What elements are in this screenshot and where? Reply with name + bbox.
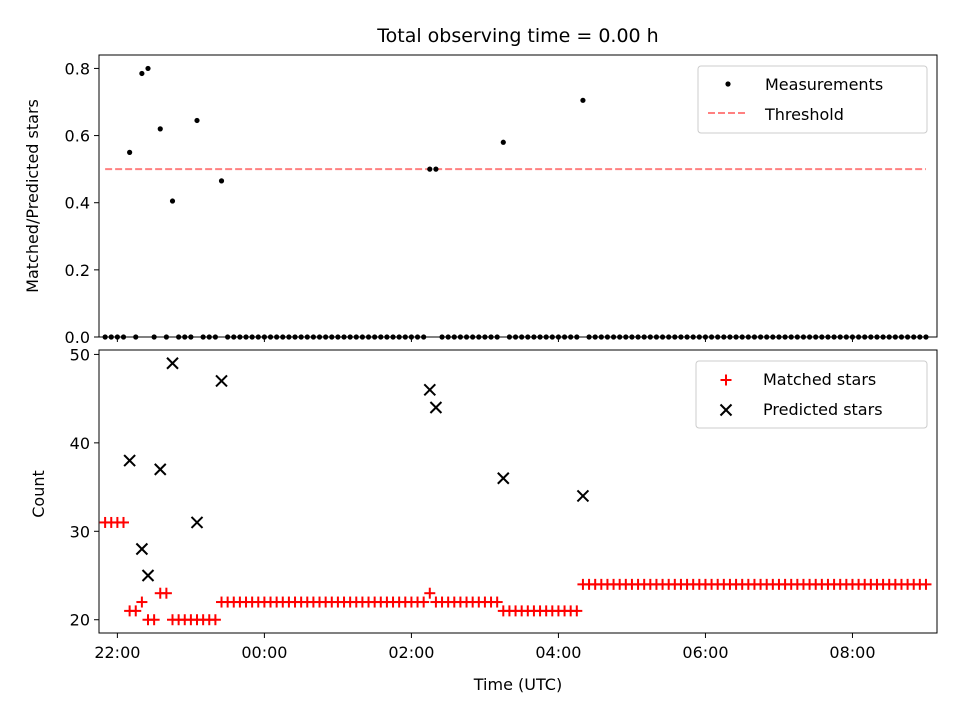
legend-swatch-matched: [720, 374, 732, 386]
y-tick-label: 50: [70, 345, 90, 364]
x-tick-label: 06:00: [682, 643, 728, 662]
marker-stroke: [423, 383, 436, 397]
matched-star-point: [209, 614, 221, 626]
measurement-point: [433, 166, 439, 172]
predicted-star-point: [497, 472, 510, 485]
y-tick-label: 20: [70, 611, 90, 630]
y-tick-label: 0.8: [65, 59, 90, 78]
marker-stroke: [154, 463, 167, 476]
matched-star-point: [136, 596, 148, 608]
matched-star-point: [148, 614, 160, 626]
measurement-point: [139, 70, 145, 77]
legend-swatch-measurements: [725, 81, 731, 87]
matched-star-point: [418, 596, 430, 608]
count-legend: Matched stars Predicted stars: [695, 360, 928, 429]
x-tick-label: 02:00: [388, 643, 434, 662]
ratio-y-axis-label: Matched/Predicted stars: [23, 99, 42, 293]
legend-label-matched: Matched stars: [763, 370, 876, 389]
x-axis-label: Time (UTC): [473, 675, 562, 694]
chart-title: Total observing time = 0.00 h: [376, 25, 658, 47]
ratio-axes-frame: [98, 54, 938, 338]
measurement-point: [500, 139, 506, 145]
predicted-star-point: [423, 383, 436, 397]
count-plot-area: [99, 357, 932, 626]
y-tick-label: 0.0: [65, 328, 90, 347]
x-tick-label: 00:00: [241, 643, 287, 662]
predicted-star-point: [166, 357, 179, 370]
marker-stroke: [190, 516, 204, 529]
predicted-star-point: [154, 463, 167, 476]
measurement-point: [157, 126, 163, 132]
marker-stroke: [141, 569, 155, 582]
legend-label-predicted: Predicted stars: [763, 400, 883, 419]
predicted-star-point: [190, 516, 204, 529]
measurement-point: [580, 97, 586, 103]
measurement-point: [169, 198, 176, 204]
ratio-x-axis: [116, 337, 853, 342]
matched-star-point: [571, 605, 583, 617]
predicted-star-point: [576, 489, 590, 503]
predicted-star-point: [123, 454, 136, 467]
marker-stroke: [135, 542, 149, 556]
marker-stroke: [719, 403, 733, 417]
marker-stroke: [215, 374, 228, 388]
count-x-axis: 22:00 00:00 02:00 04:00 06:00 08:00: [94, 633, 876, 662]
y-tick-label: 0.4: [65, 194, 90, 213]
marker-stroke: [429, 401, 443, 414]
y-tick-label: 30: [70, 522, 90, 541]
x-tick-label: 22:00: [94, 643, 140, 662]
legend-frame: [697, 65, 928, 134]
matched-star-point: [920, 578, 932, 590]
matched-star-point: [130, 605, 142, 617]
predicted-star-point: [215, 374, 228, 388]
y-tick-label: 40: [70, 434, 90, 453]
ratio-legend: Measurements Threshold: [697, 65, 928, 134]
measurement-point: [145, 65, 151, 72]
legend-label-threshold: Threshold: [764, 105, 844, 124]
measurement-point: [427, 166, 433, 172]
marker-stroke: [123, 454, 136, 467]
measurement-point: [218, 178, 225, 184]
ratio-y-axis: 0.0 0.2 0.4 0.6 0.8: [65, 59, 99, 347]
marker-stroke: [166, 357, 179, 370]
legend-label-measurements: Measurements: [765, 75, 883, 94]
matched-star-point: [491, 596, 503, 608]
x-tick-label: 08:00: [829, 643, 875, 662]
marker-stroke: [497, 472, 510, 485]
predicted-star-point: [141, 569, 155, 582]
matched-star-point: [118, 516, 130, 528]
legend-swatch-predicted: [719, 403, 733, 417]
measurement-point: [194, 117, 200, 124]
x-tick-label: 04:00: [535, 643, 581, 662]
measurement-point: [127, 149, 133, 155]
y-tick-label: 0.2: [65, 261, 90, 280]
matched-star-point: [160, 587, 172, 599]
count-y-axis: 20 30 40 50: [70, 345, 99, 630]
legend-frame: [695, 360, 928, 429]
matched-star-point: [424, 587, 436, 599]
predicted-star-point: [135, 542, 149, 556]
y-tick-label: 0.6: [65, 127, 90, 146]
marker-stroke: [576, 489, 590, 503]
predicted-star-point: [429, 401, 443, 414]
ratio-subplot: 0.00.20.40.60.8 Matched/Predicted stars …: [23, 54, 938, 347]
count-y-axis-label: Count: [29, 470, 48, 518]
count-axes-frame: [98, 349, 938, 634]
